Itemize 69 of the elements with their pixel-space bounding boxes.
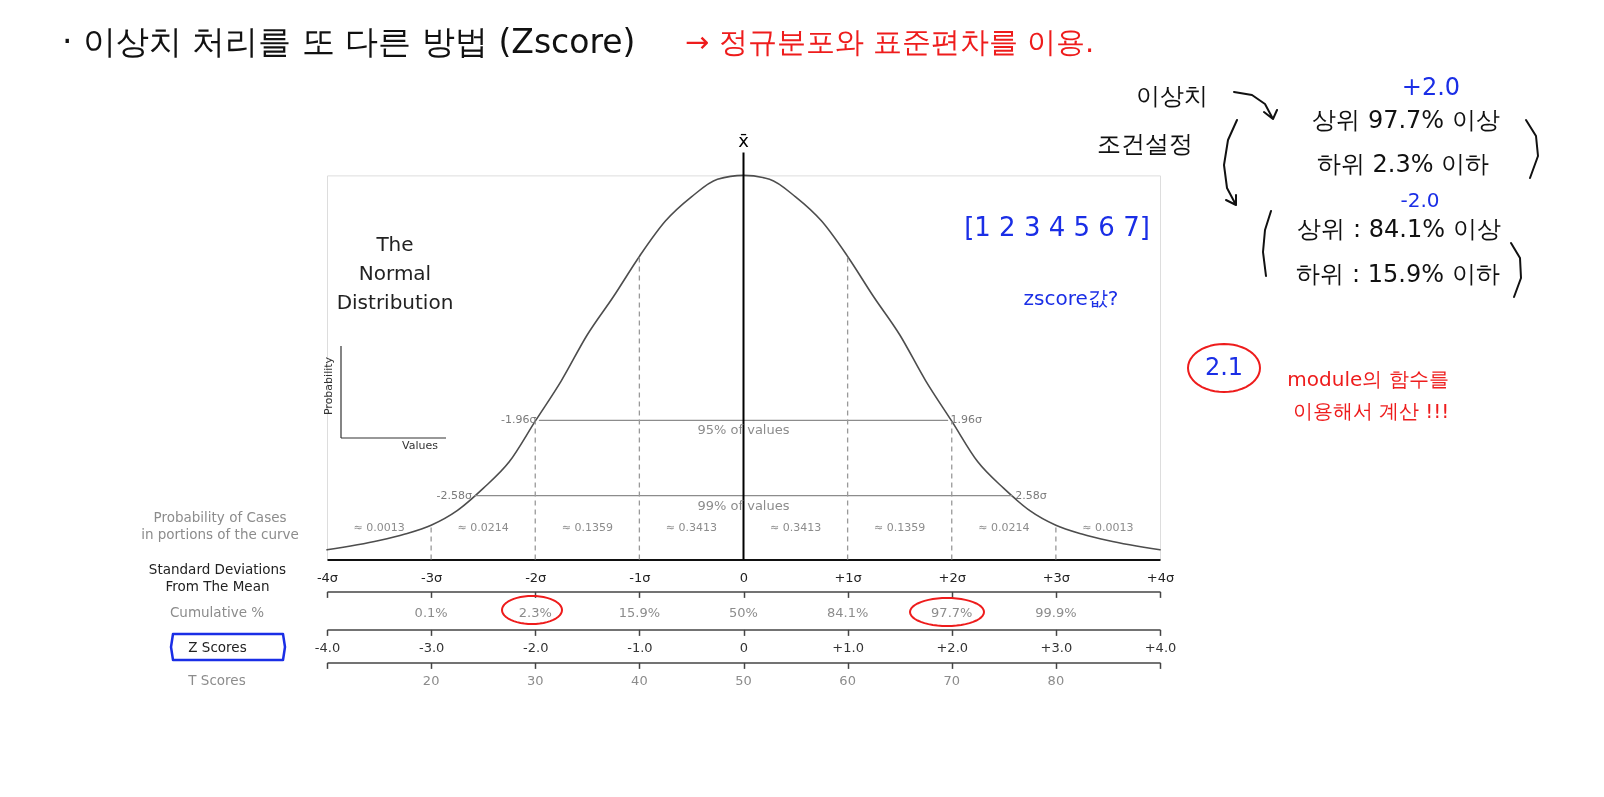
text: 이상치 xyxy=(1136,82,1208,110)
annotation: ≈ 0.3413 xyxy=(769,521,822,534)
text: 70 xyxy=(943,673,961,689)
x-tick-label: -4σ xyxy=(316,569,339,585)
text: · 이상치 처리를 또 다른 방법 (Zscore) xyxy=(62,22,636,61)
text: 상위 : 84.1% 이상 xyxy=(1297,215,1501,243)
annotation: ≈ 0.1359 xyxy=(561,521,613,534)
text: 0.1% xyxy=(414,605,448,621)
x2-tick-label: -3.0 xyxy=(418,639,445,655)
annotation: Probability xyxy=(322,356,335,416)
text: 50% xyxy=(729,605,758,621)
text: Cumulative % xyxy=(169,604,265,620)
annotation: 2.58σ xyxy=(1015,488,1047,502)
text: 80 xyxy=(1047,673,1065,689)
text: 조건설정 xyxy=(1097,130,1193,158)
annotation: ≈ 0.0013 xyxy=(1082,521,1134,534)
annotation: -1.96σ xyxy=(500,413,537,427)
text: 하위 : 15.9% 이하 xyxy=(1296,260,1500,288)
text: The Normal Distribution xyxy=(336,232,454,314)
annotation: ≈ 0.3413 xyxy=(665,521,718,534)
x2-tick-label: -1.0 xyxy=(627,639,653,655)
x2-tick-label: +4.0 xyxy=(1144,639,1177,655)
text: +2.0 xyxy=(1401,73,1461,101)
text: 15.9% xyxy=(618,605,661,621)
text: 30 xyxy=(526,673,544,689)
x-tick-label: -2σ xyxy=(525,569,547,585)
text: 60 xyxy=(839,673,856,689)
annotation: ≈ 0.1359 xyxy=(874,521,926,534)
text: 20 xyxy=(422,673,440,689)
text: 2.3% xyxy=(518,605,552,621)
text: 하위 2.3% 이하 xyxy=(1316,150,1490,178)
x-tick-label: +1σ xyxy=(834,569,862,585)
x2-tick-label: +2.0 xyxy=(936,639,969,655)
text: 99.9% xyxy=(1035,605,1077,621)
text: 2.1 xyxy=(1204,353,1244,381)
annotation: zscore값? xyxy=(1023,286,1119,310)
text: 84.1% xyxy=(826,605,869,621)
text: 상위 97.7% 이상 xyxy=(1312,106,1500,134)
annotation: -2.58σ xyxy=(436,488,472,502)
x-tick-label: +2σ xyxy=(938,569,966,585)
x-tick-label: 0 xyxy=(739,569,749,585)
text: 이용해서 계산 !!! xyxy=(1292,399,1450,423)
x-tick-label: -1σ xyxy=(629,569,651,585)
text: 97.7% xyxy=(931,605,973,621)
x2-tick-label: +1.0 xyxy=(832,639,864,655)
text: T Scores xyxy=(187,672,246,688)
x-tick-label: -3σ xyxy=(421,569,443,585)
annotation: Values xyxy=(402,439,439,452)
x2-tick-label: 0 xyxy=(739,639,749,655)
text: 50 xyxy=(735,673,752,689)
text: in portions of the curve xyxy=(141,526,299,542)
text: module의 함수를 xyxy=(1287,367,1449,391)
x2-axis-title: Z Scores xyxy=(188,638,247,655)
annotation: [1 2 3 4 5 6 7] xyxy=(964,212,1150,242)
x-tick-label: +4σ xyxy=(1146,569,1175,585)
annotation: ≈ 0.0214 xyxy=(978,521,1030,534)
text: -2.0 xyxy=(1400,188,1440,212)
text: 40 xyxy=(631,673,648,689)
ref-line-label: x̄ xyxy=(738,130,750,152)
annotation: 1.96σ xyxy=(950,413,983,427)
x-axis-title: Standard Deviations From The Mean xyxy=(148,561,287,595)
annotation: ≈ 0.0214 xyxy=(457,521,509,534)
x-tick-label: +3σ xyxy=(1042,569,1071,585)
text: Probability of Cases xyxy=(153,509,287,525)
x2-tick-label: -4.0 xyxy=(314,639,341,655)
text: → 정규분포와 표준편차를 이용. xyxy=(685,25,1095,59)
x2-tick-label: +3.0 xyxy=(1040,639,1073,655)
annotation: ≈ 0.0013 xyxy=(353,521,405,534)
x2-tick-label: -2.0 xyxy=(523,639,549,655)
